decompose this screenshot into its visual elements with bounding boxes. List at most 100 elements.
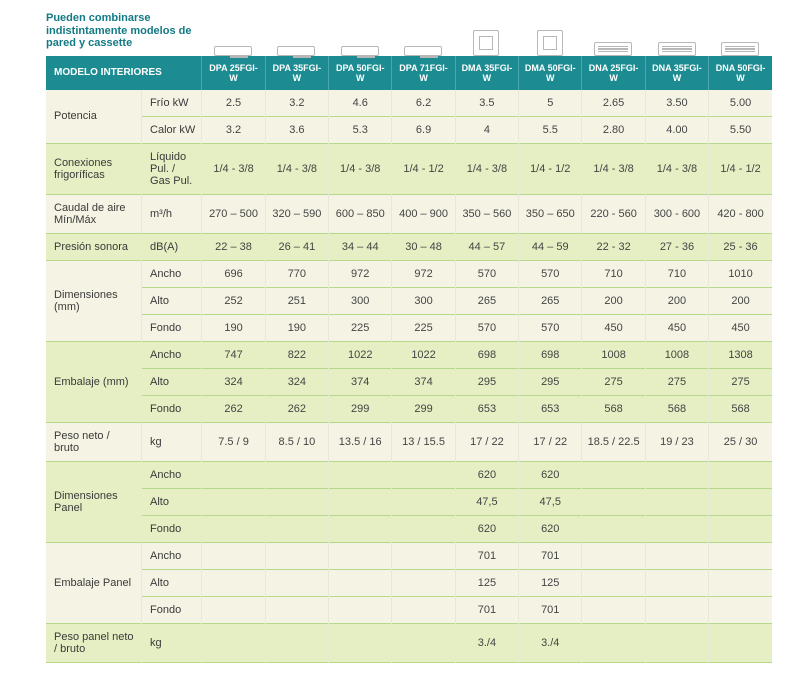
cell: 710 — [582, 260, 645, 287]
group-label: Conexiones frigoríficas — [46, 143, 142, 194]
cell — [202, 596, 265, 623]
cell — [645, 596, 708, 623]
cell: 225 — [392, 314, 455, 341]
cell: 570 — [519, 314, 582, 341]
cell: 4.00 — [645, 116, 708, 143]
cell: 275 — [582, 368, 645, 395]
cell — [582, 542, 645, 569]
row-sublabel: Alto — [142, 488, 202, 515]
row-sublabel: Calor kW — [142, 116, 202, 143]
cell — [392, 515, 455, 542]
unit-type-icons — [201, 22, 772, 56]
group-label: Embalaje Panel — [46, 542, 142, 623]
row-sublabel: Frío kW — [142, 90, 202, 117]
table-row: Peso panel neto / brutokg3./43./4 — [46, 623, 772, 662]
cell: 450 — [645, 314, 708, 341]
cell: 4.6 — [329, 90, 392, 117]
table-row: Alto125125 — [46, 569, 772, 596]
group-label: Presión sonora — [46, 233, 142, 260]
cell: 299 — [392, 395, 455, 422]
cell: 7.5 / 9 — [202, 422, 265, 461]
cell: 1/4 - 3/8 — [202, 143, 265, 194]
row-sublabel: Líquido Pul. / Gas Pul. — [142, 143, 202, 194]
cell: 3.6 — [265, 116, 328, 143]
cell: 350 – 650 — [519, 194, 582, 233]
cell: 568 — [645, 395, 708, 422]
cell — [329, 515, 392, 542]
group-label: Peso panel neto / bruto — [46, 623, 142, 662]
cell: 570 — [455, 260, 518, 287]
cell: 1008 — [645, 341, 708, 368]
row-sublabel: Fondo — [142, 395, 202, 422]
row-sublabel: Ancho — [142, 341, 202, 368]
cell: 770 — [265, 260, 328, 287]
cell — [265, 596, 328, 623]
cell: 262 — [202, 395, 265, 422]
row-sublabel: m³/h — [142, 194, 202, 233]
cell — [582, 623, 645, 662]
cell: 275 — [709, 368, 772, 395]
cell: 275 — [645, 368, 708, 395]
cell: 19 / 23 — [645, 422, 708, 461]
cell — [392, 542, 455, 569]
cell: 251 — [265, 287, 328, 314]
group-label: Embalaje (mm) — [46, 341, 142, 422]
unit-icon-4 — [455, 22, 518, 56]
cell — [265, 542, 328, 569]
cell — [202, 515, 265, 542]
cell — [709, 515, 772, 542]
cell: 3./4 — [519, 623, 582, 662]
cell — [582, 515, 645, 542]
cell: 3.2 — [265, 90, 328, 117]
cell — [392, 623, 455, 662]
cell: 400 – 900 — [392, 194, 455, 233]
cell — [265, 569, 328, 596]
cell — [392, 488, 455, 515]
cell: 747 — [202, 341, 265, 368]
cell: 270 – 500 — [202, 194, 265, 233]
model-col-3: DPA 71FGI-W — [392, 56, 455, 90]
cell: 1022 — [392, 341, 455, 368]
cell: 1/4 - 3/8 — [582, 143, 645, 194]
cell: 1/4 - 3/8 — [645, 143, 708, 194]
cell: 701 — [519, 596, 582, 623]
cell: 44 – 59 — [519, 233, 582, 260]
cell: 324 — [265, 368, 328, 395]
cell: 6.9 — [392, 116, 455, 143]
cell — [265, 488, 328, 515]
cell: 1/4 - 1/2 — [709, 143, 772, 194]
row-sublabel: Ancho — [142, 461, 202, 488]
cell: 570 — [455, 314, 518, 341]
header-row: Pueden combinarse indistintamente modelo… — [46, 12, 772, 56]
cell — [709, 488, 772, 515]
unit-icon-1 — [264, 22, 327, 56]
row-sublabel: kg — [142, 623, 202, 662]
cell — [709, 461, 772, 488]
cell: 2.5 — [202, 90, 265, 117]
cell: 450 — [582, 314, 645, 341]
cell — [329, 461, 392, 488]
cell: 5.50 — [709, 116, 772, 143]
cell — [582, 596, 645, 623]
cell: 1/4 - 3/8 — [329, 143, 392, 194]
cell: 653 — [519, 395, 582, 422]
table-row: Alto47,547,5 — [46, 488, 772, 515]
table-row: Embalaje (mm)Ancho7478221022102269869810… — [46, 341, 772, 368]
cell: 30 – 48 — [392, 233, 455, 260]
spec-table: MODELO INTERIORES DPA 25FGI-W DPA 35FGI-… — [46, 56, 772, 663]
cell — [582, 461, 645, 488]
cell: 374 — [392, 368, 455, 395]
combination-note: Pueden combinarse indistintamente modelo… — [46, 12, 201, 56]
group-label: Potencia — [46, 90, 142, 144]
cell: 568 — [709, 395, 772, 422]
cell: 190 — [265, 314, 328, 341]
cell: 1008 — [582, 341, 645, 368]
table-row: Fondo620620 — [46, 515, 772, 542]
cell: 17 / 22 — [455, 422, 518, 461]
cell: 47,5 — [455, 488, 518, 515]
cell — [329, 623, 392, 662]
cell: 701 — [455, 542, 518, 569]
table-row: Alto324324374374295295275275275 — [46, 368, 772, 395]
cell: 1/4 - 1/2 — [519, 143, 582, 194]
cell: 2.65 — [582, 90, 645, 117]
